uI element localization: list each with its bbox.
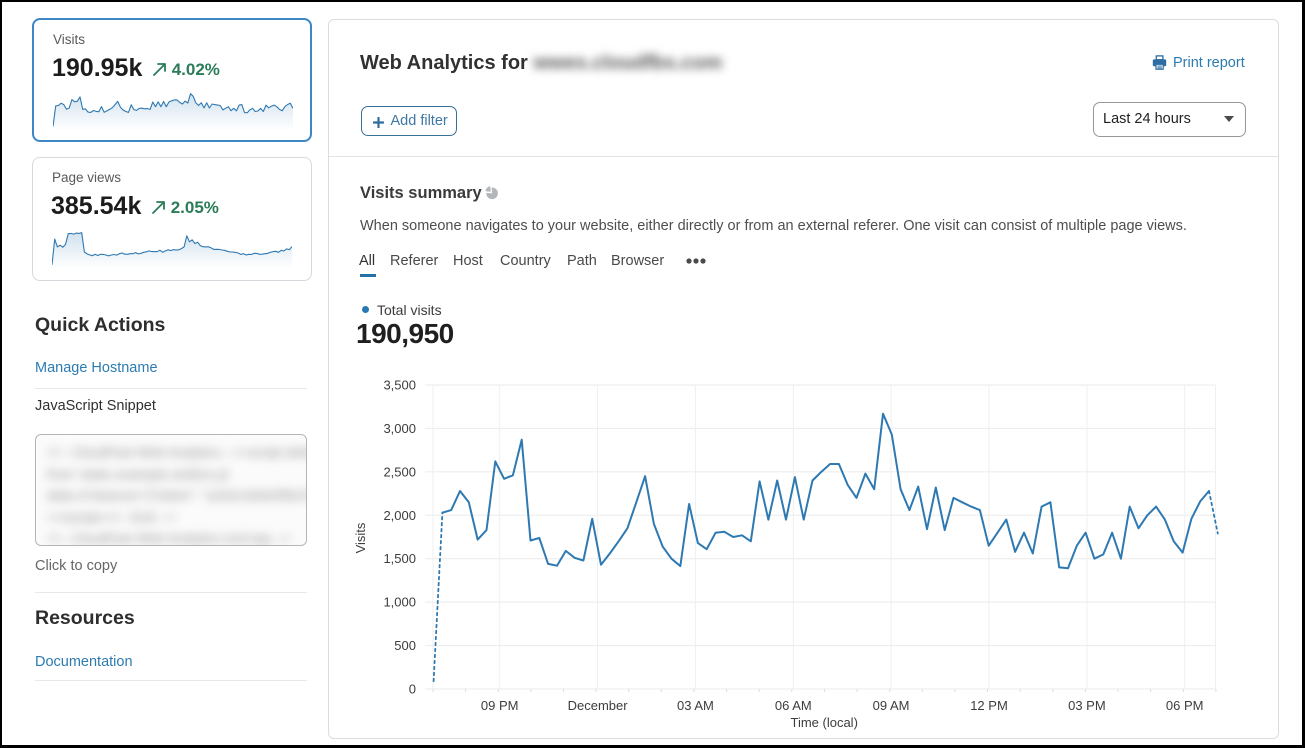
svg-text:12 PM: 12 PM [970,698,1008,713]
svg-text:1,000: 1,000 [383,595,416,610]
svg-text:09 AM: 09 AM [873,698,910,713]
svg-text:03 PM: 03 PM [1068,698,1106,713]
svg-text:06 PM: 06 PM [1166,698,1204,713]
svg-text:06 AM: 06 AM [775,698,812,713]
svg-text:Time (local): Time (local) [790,715,857,730]
svg-text:Visits: Visits [353,522,368,553]
svg-text:December: December [568,698,629,713]
svg-text:0: 0 [409,682,416,697]
svg-text:1,500: 1,500 [383,551,416,566]
svg-text:2,000: 2,000 [383,508,416,523]
svg-text:3,500: 3,500 [383,378,416,393]
svg-text:3,000: 3,000 [383,421,416,436]
svg-text:03 AM: 03 AM [677,698,714,713]
svg-text:09 PM: 09 PM [481,698,519,713]
svg-text:500: 500 [394,638,416,653]
svg-text:2,500: 2,500 [383,464,416,479]
